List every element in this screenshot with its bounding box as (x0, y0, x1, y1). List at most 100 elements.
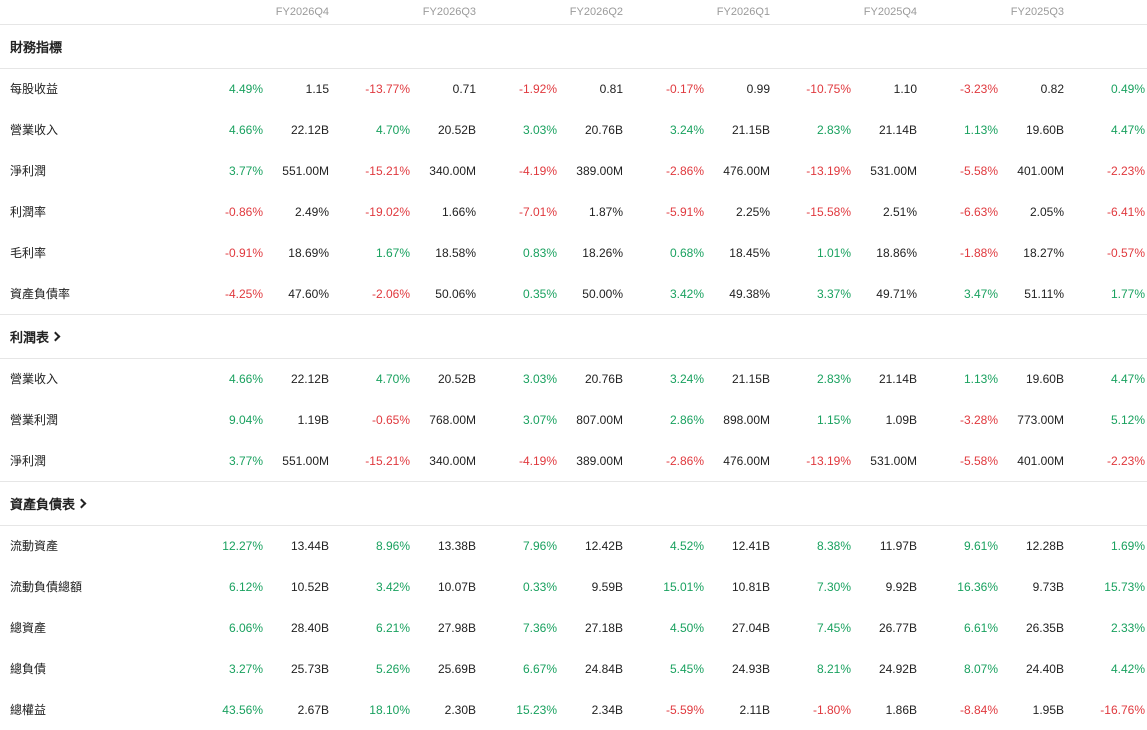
change-percent: 15.23% (516, 702, 557, 717)
value-cell: 1.66% (441, 204, 476, 219)
change-percent: -6.63% (959, 204, 998, 219)
change-percent: 7.45% (816, 620, 851, 635)
chevron-right-icon[interactable] (76, 498, 87, 509)
section-title-text: 財務指標 (10, 39, 63, 55)
value-cell: 24.84B (584, 661, 623, 676)
value-cell: 0.71 (452, 81, 476, 96)
section-title[interactable]: 利潤表 (10, 314, 61, 358)
table-row: 淨利潤 3.77% 551.00M -15.21% 340.00M -4.19% 389.0… (0, 150, 1147, 191)
value-cell: 9.73B (1032, 579, 1064, 594)
row-label: 淨利潤 (10, 164, 47, 178)
divider (0, 358, 1147, 359)
value-cell: 20.76B (584, 122, 623, 137)
row-label: 營業利潤 (10, 413, 59, 427)
change-percent: 4.70% (375, 122, 410, 137)
value-cell: 26.35B (1025, 620, 1064, 635)
change-percent: -13.19% (806, 453, 851, 468)
change-percent: 3.37% (816, 286, 851, 301)
value-cell: 773.00M (1017, 412, 1064, 427)
value-cell: 898.00M (723, 412, 770, 427)
divider (0, 525, 1147, 526)
value-cell: 1.10 (893, 81, 917, 96)
value-cell: 21.14B (878, 371, 917, 386)
value-cell: 49.71% (876, 286, 917, 301)
value-cell: 1.15 (305, 81, 329, 96)
value-cell: 24.93B (731, 661, 770, 676)
change-percent: -1.88% (959, 245, 998, 260)
chevron-right-icon[interactable] (50, 331, 61, 342)
change-percent: -0.65% (371, 412, 410, 427)
value-cell: 24.92B (878, 661, 917, 676)
table-row: 利潤率 -0.86% 2.49% -19.02% 1.66% -7.01% 1.87% -5.… (0, 191, 1147, 232)
value-cell: 20.76B (584, 371, 623, 386)
change-percent: 8.96% (375, 538, 410, 553)
change-percent: -13.77% (365, 81, 410, 96)
change-percent: 8.38% (816, 538, 851, 553)
row-label: 每股收益 (10, 82, 59, 96)
period-header: FY2026Q4 (275, 6, 329, 18)
divider (0, 68, 1147, 69)
value-cell: 12.42B (584, 538, 623, 553)
value-cell: 19.60B (1025, 122, 1064, 137)
change-percent: 3.03% (522, 122, 557, 137)
divider (0, 481, 1147, 482)
table-row: 總負債 3.27% 25.73B 5.26% 25.69B 6.67% 24.84B 5.45… (0, 648, 1147, 689)
change-percent: 15.73% (1104, 579, 1145, 594)
section-title[interactable]: 資產負債表 (10, 481, 87, 525)
table-row: 總權益 43.56% 2.67B 18.10% 2.30B 15.23% 2.34B -5.5… (0, 689, 1147, 730)
value-cell: 2.05% (1029, 204, 1064, 219)
change-percent: -4.19% (518, 163, 557, 178)
value-cell: 21.15B (731, 122, 770, 137)
value-cell: 18.69% (288, 245, 329, 260)
table-row: 流動負債總額 6.12% 10.52B 3.42% 10.07B 0.33% 9.59B 15… (0, 566, 1147, 607)
change-percent: 1.69% (1110, 538, 1145, 553)
change-percent: 5.26% (375, 661, 410, 676)
divider (0, 314, 1147, 315)
change-percent: 2.86% (669, 412, 704, 427)
value-cell: 10.07B (437, 579, 476, 594)
change-percent: 3.42% (669, 286, 704, 301)
change-percent: -15.21% (365, 453, 410, 468)
section-header[interactable]: 利潤表 (0, 314, 1147, 358)
change-percent: -5.59% (665, 702, 704, 717)
section-header[interactable]: 資產負債表 (0, 481, 1147, 525)
table-row: 流動資產 12.27% 13.44B 8.96% 13.38B 7.96% 12.42B 4.… (0, 525, 1147, 566)
section-title-text: 利潤表 (10, 329, 50, 345)
change-percent: -16.76% (1100, 702, 1145, 717)
change-percent: 4.66% (228, 122, 263, 137)
change-percent: 1.13% (963, 371, 998, 386)
change-percent: 4.47% (1110, 122, 1145, 137)
change-percent: -2.23% (1106, 453, 1145, 468)
value-cell: 1.09B (885, 412, 917, 427)
section-title: 財務指標 (10, 24, 62, 68)
change-percent: 1.13% (963, 122, 998, 137)
change-percent: 7.96% (522, 538, 557, 553)
table-row: 資產負債率 -4.25% 47.60% -2.06% 50.06% 0.35% 50.00%… (0, 273, 1147, 314)
change-percent: 16.36% (957, 579, 998, 594)
value-cell: 389.00M (576, 453, 623, 468)
change-percent: 0.49% (1110, 81, 1145, 96)
change-percent: 3.03% (522, 371, 557, 386)
value-cell: 13.38B (437, 538, 476, 553)
table-row: 營業利潤 9.04% 1.19B -0.65% 768.00M 3.07% 807.00M 2… (0, 399, 1147, 440)
change-percent: 8.07% (963, 661, 998, 676)
change-percent: 9.61% (963, 538, 998, 553)
change-percent: 4.50% (669, 620, 704, 635)
change-percent: 3.27% (228, 661, 263, 676)
value-cell: 476.00M (723, 453, 770, 468)
value-cell: 531.00M (870, 453, 917, 468)
value-cell: 47.60% (288, 286, 329, 301)
change-percent: 18.10% (369, 702, 410, 717)
value-cell: 340.00M (429, 453, 476, 468)
value-cell: 768.00M (429, 412, 476, 427)
change-percent: 8.21% (816, 661, 851, 676)
change-percent: 4.47% (1110, 371, 1145, 386)
change-percent: 1.67% (375, 245, 410, 260)
value-cell: 12.28B (1025, 538, 1064, 553)
change-percent: 0.83% (522, 245, 557, 260)
value-cell: 50.06% (435, 286, 476, 301)
change-percent: -0.57% (1106, 245, 1145, 260)
table-row: 淨利潤 3.77% 551.00M -15.21% 340.00M -4.19% 389.0… (0, 440, 1147, 481)
change-percent: 7.36% (522, 620, 557, 635)
table-row: 營業收入 4.66% 22.12B 4.70% 20.52B 3.03% 20.76B 3.2… (0, 109, 1147, 150)
